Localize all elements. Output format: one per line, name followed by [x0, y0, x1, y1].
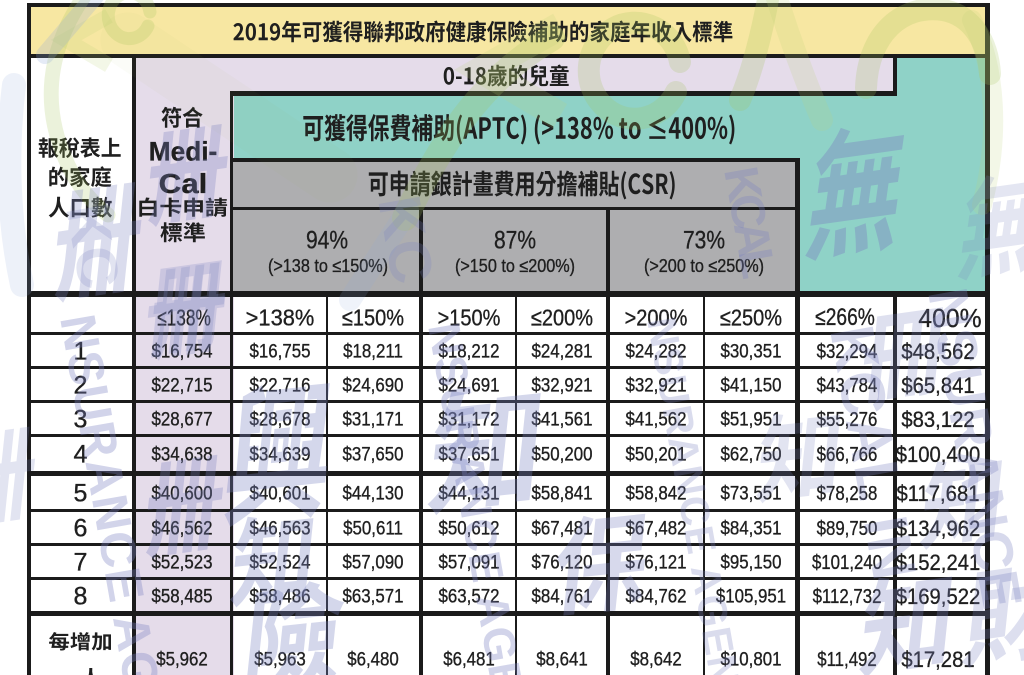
svg-text:KC: KC — [53, 199, 132, 295]
